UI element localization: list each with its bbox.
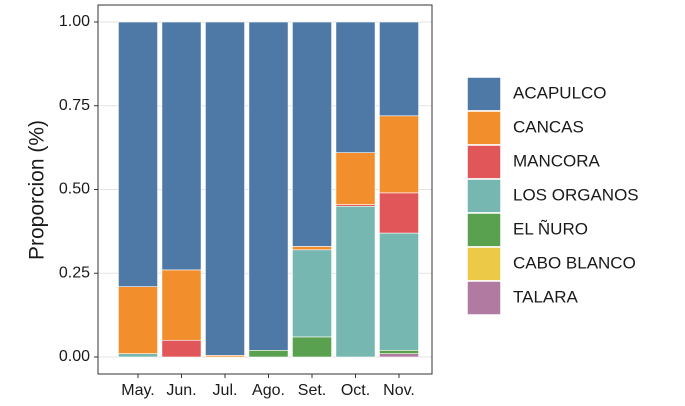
legend-label: EL ÑURO bbox=[513, 219, 588, 238]
y-tick-label: 0.50 bbox=[59, 181, 90, 198]
legend-label: TALARA bbox=[513, 287, 579, 306]
bar-segment bbox=[335, 205, 376, 358]
bar-segment bbox=[248, 21, 289, 351]
y-tick-label: 0.75 bbox=[59, 97, 90, 114]
y-tick-label: 1.00 bbox=[59, 13, 90, 30]
bar-segment bbox=[292, 336, 332, 358]
bar-segment bbox=[335, 152, 376, 205]
bar-segment bbox=[161, 339, 202, 358]
bar-segment bbox=[161, 21, 202, 271]
bar-segment bbox=[379, 21, 419, 117]
bar-segment bbox=[379, 232, 419, 351]
bar-segment bbox=[379, 349, 419, 354]
y-tick-label: 0.00 bbox=[59, 348, 90, 365]
bar-segment bbox=[161, 269, 202, 341]
y-axis-title: Proporcion (%) bbox=[26, 120, 49, 260]
bar-segment bbox=[379, 192, 419, 234]
x-tick-label: May. bbox=[121, 382, 154, 399]
x-tick-label: Nov. bbox=[383, 382, 415, 399]
legend-label: MANCORA bbox=[513, 151, 601, 170]
legend-key bbox=[466, 178, 502, 214]
x-tick-label: Jul. bbox=[213, 382, 238, 399]
legend-key bbox=[466, 246, 502, 282]
bar-segment bbox=[379, 353, 419, 358]
x-tick-label: Jun. bbox=[166, 382, 196, 399]
bar-segment bbox=[118, 21, 158, 287]
x-tick-label: Set. bbox=[298, 382, 326, 399]
x-tick-label: Oct. bbox=[341, 382, 370, 399]
legend-label: LOS ORGANOS bbox=[513, 185, 639, 204]
bar-segment bbox=[248, 349, 289, 358]
bar-segment bbox=[379, 115, 419, 194]
legend-key bbox=[466, 76, 502, 112]
legend-key bbox=[466, 110, 502, 146]
panel-border bbox=[97, 4, 433, 375]
legend-label: CANCAS bbox=[513, 117, 584, 136]
bar-segment bbox=[292, 21, 332, 247]
legend-key bbox=[466, 144, 502, 180]
y-tick-label: 0.25 bbox=[59, 264, 90, 281]
bar-segment bbox=[292, 249, 332, 338]
bar-segment bbox=[292, 246, 332, 251]
bar-segment bbox=[118, 286, 158, 354]
legend-key bbox=[466, 212, 502, 248]
legend-key bbox=[466, 280, 502, 316]
bar-segment bbox=[118, 353, 158, 358]
bar-segment bbox=[205, 21, 245, 356]
legend-label: ACAPULCO bbox=[513, 83, 607, 102]
bar-segment bbox=[335, 21, 376, 153]
x-tick-label: Ago. bbox=[252, 382, 285, 399]
legend-label: CABO BLANCO bbox=[513, 253, 636, 272]
